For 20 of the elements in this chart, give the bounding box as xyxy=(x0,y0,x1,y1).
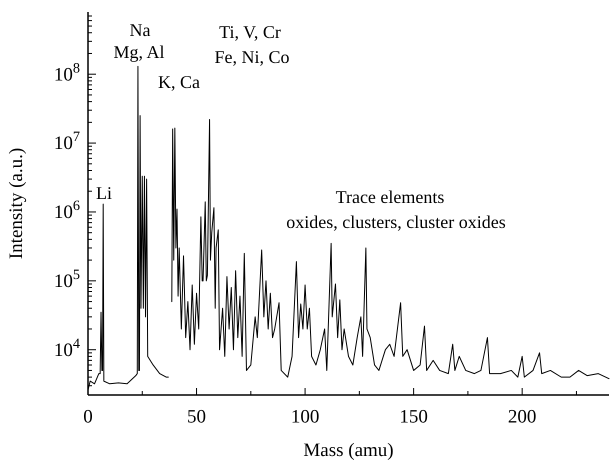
annotation: Li xyxy=(96,183,112,203)
annotation: Na xyxy=(130,20,150,40)
y-tick-label: 10$^{8}$ xyxy=(54,60,80,86)
x-axis-title: Mass (amu) xyxy=(303,440,394,461)
y-axis-title: Intensity (a.u.) xyxy=(6,148,27,260)
annotation: oxides, clusters, cluster oxides xyxy=(286,212,506,232)
y-tick-label: 10$^{7}$ xyxy=(54,129,80,154)
y-tick-label: 10$^{6}$ xyxy=(54,198,80,224)
annotation: Fe, Ni, Co xyxy=(214,47,290,67)
x-tick-label: 200 xyxy=(508,406,536,428)
annotation: Trace elements xyxy=(336,187,444,207)
x-tick-label: 50 xyxy=(187,406,206,428)
x-tick-label: 0 xyxy=(83,406,93,428)
annotation: Ti, V, Cr xyxy=(219,22,281,42)
y-tick-label: 10$^{5}$ xyxy=(54,266,80,292)
y-tick-label: 10$^{4}$ xyxy=(54,336,80,361)
x-tick-label: 150 xyxy=(399,406,428,428)
x-tick-label: 100 xyxy=(290,406,320,428)
annotation: K, Ca xyxy=(158,72,200,92)
annotation: Mg, Al xyxy=(113,42,165,62)
